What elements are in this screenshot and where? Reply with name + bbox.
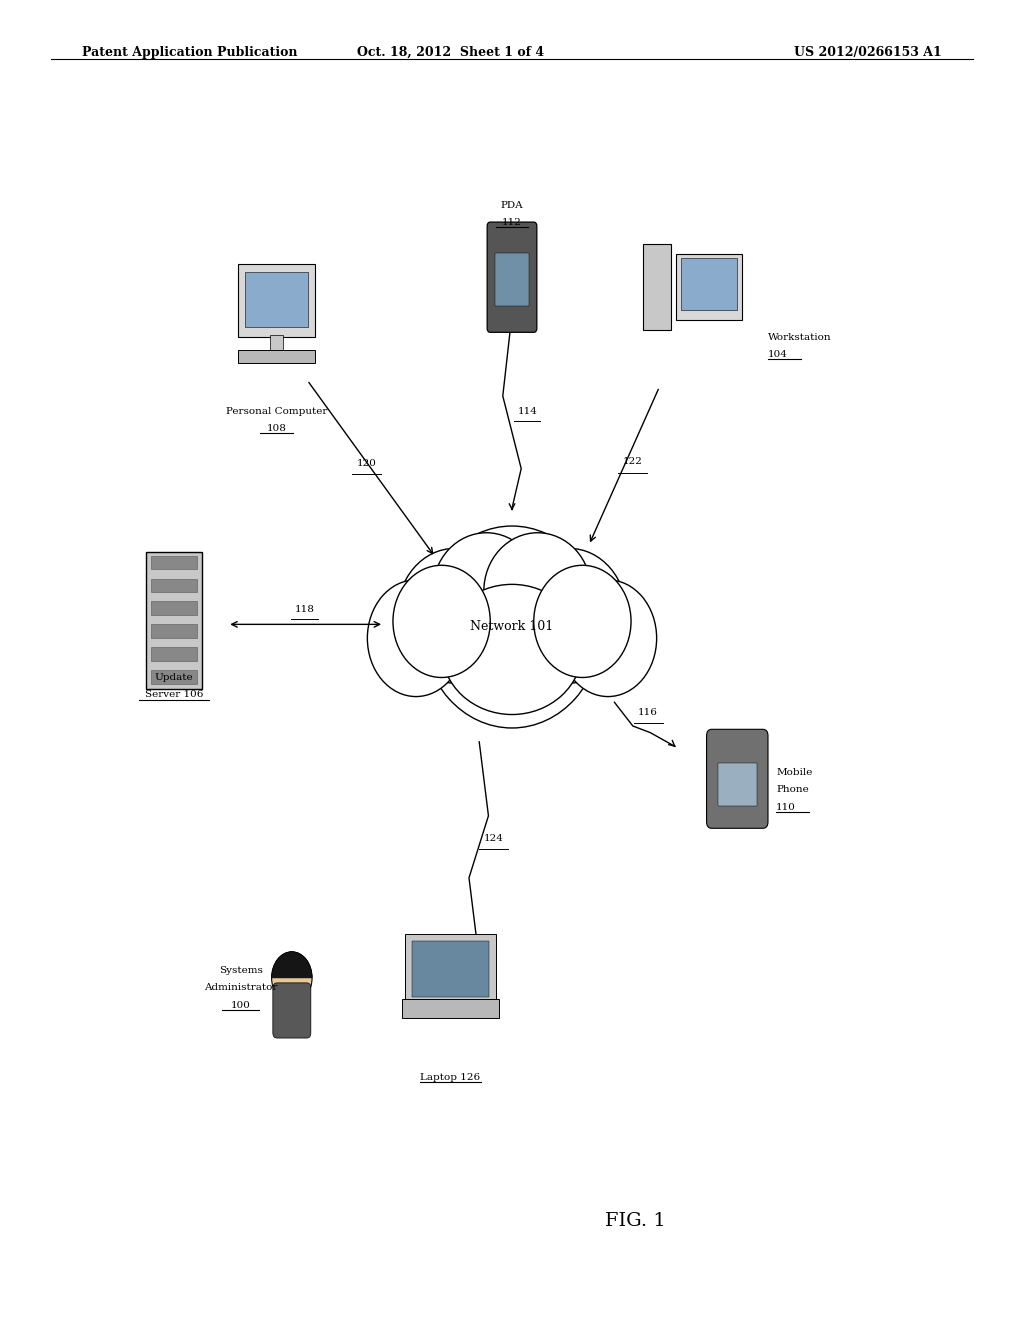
Ellipse shape [484,533,592,649]
Text: 120: 120 [356,459,377,467]
Text: 122: 122 [623,458,643,466]
Text: Update: Update [155,673,194,682]
Ellipse shape [432,533,541,649]
Text: Administrator: Administrator [204,983,278,993]
Ellipse shape [393,565,490,677]
Text: Patent Application Publication: Patent Application Publication [82,46,297,59]
FancyBboxPatch shape [152,578,197,593]
Text: Mobile: Mobile [776,768,813,777]
Text: 112: 112 [502,218,522,227]
Text: Network 101: Network 101 [470,620,554,634]
FancyBboxPatch shape [152,647,197,661]
Ellipse shape [441,585,583,714]
Text: Laptop 126: Laptop 126 [421,1073,480,1082]
Ellipse shape [512,549,627,684]
Text: 114: 114 [517,408,538,416]
Ellipse shape [422,525,602,729]
Text: Personal Computer: Personal Computer [226,407,327,416]
Text: Systems: Systems [219,966,262,975]
FancyBboxPatch shape [406,935,496,1006]
Text: 118: 118 [295,606,315,614]
FancyBboxPatch shape [272,983,311,1038]
FancyBboxPatch shape [146,552,202,689]
Text: PDA: PDA [501,201,523,210]
Circle shape [271,952,312,1005]
FancyBboxPatch shape [707,729,768,829]
FancyBboxPatch shape [401,999,500,1018]
FancyBboxPatch shape [152,671,197,684]
Text: 110: 110 [776,803,796,812]
Text: Workstation: Workstation [768,333,831,342]
FancyBboxPatch shape [413,941,488,997]
Ellipse shape [396,549,512,684]
FancyBboxPatch shape [681,259,737,310]
Text: 100: 100 [230,1001,251,1010]
Text: FIG. 1: FIG. 1 [604,1212,666,1230]
Text: 108: 108 [266,424,287,433]
Text: Oct. 18, 2012  Sheet 1 of 4: Oct. 18, 2012 Sheet 1 of 4 [357,46,544,59]
Text: 104: 104 [768,350,787,359]
FancyBboxPatch shape [245,272,308,327]
FancyBboxPatch shape [238,264,315,337]
Wedge shape [271,952,312,978]
FancyBboxPatch shape [152,624,197,638]
Ellipse shape [534,565,631,677]
Text: US 2012/0266153 A1: US 2012/0266153 A1 [795,46,942,59]
Text: Phone: Phone [776,785,809,795]
FancyBboxPatch shape [270,335,283,351]
FancyBboxPatch shape [676,253,742,321]
FancyBboxPatch shape [487,222,537,333]
Text: 116: 116 [638,709,658,717]
FancyBboxPatch shape [152,556,197,569]
Text: Server 106: Server 106 [144,690,204,700]
Ellipse shape [368,579,465,697]
FancyBboxPatch shape [643,244,671,330]
FancyBboxPatch shape [718,763,757,807]
FancyBboxPatch shape [238,350,315,363]
Text: 124: 124 [483,834,504,842]
FancyBboxPatch shape [496,252,528,306]
Ellipse shape [559,579,656,697]
FancyBboxPatch shape [152,602,197,615]
